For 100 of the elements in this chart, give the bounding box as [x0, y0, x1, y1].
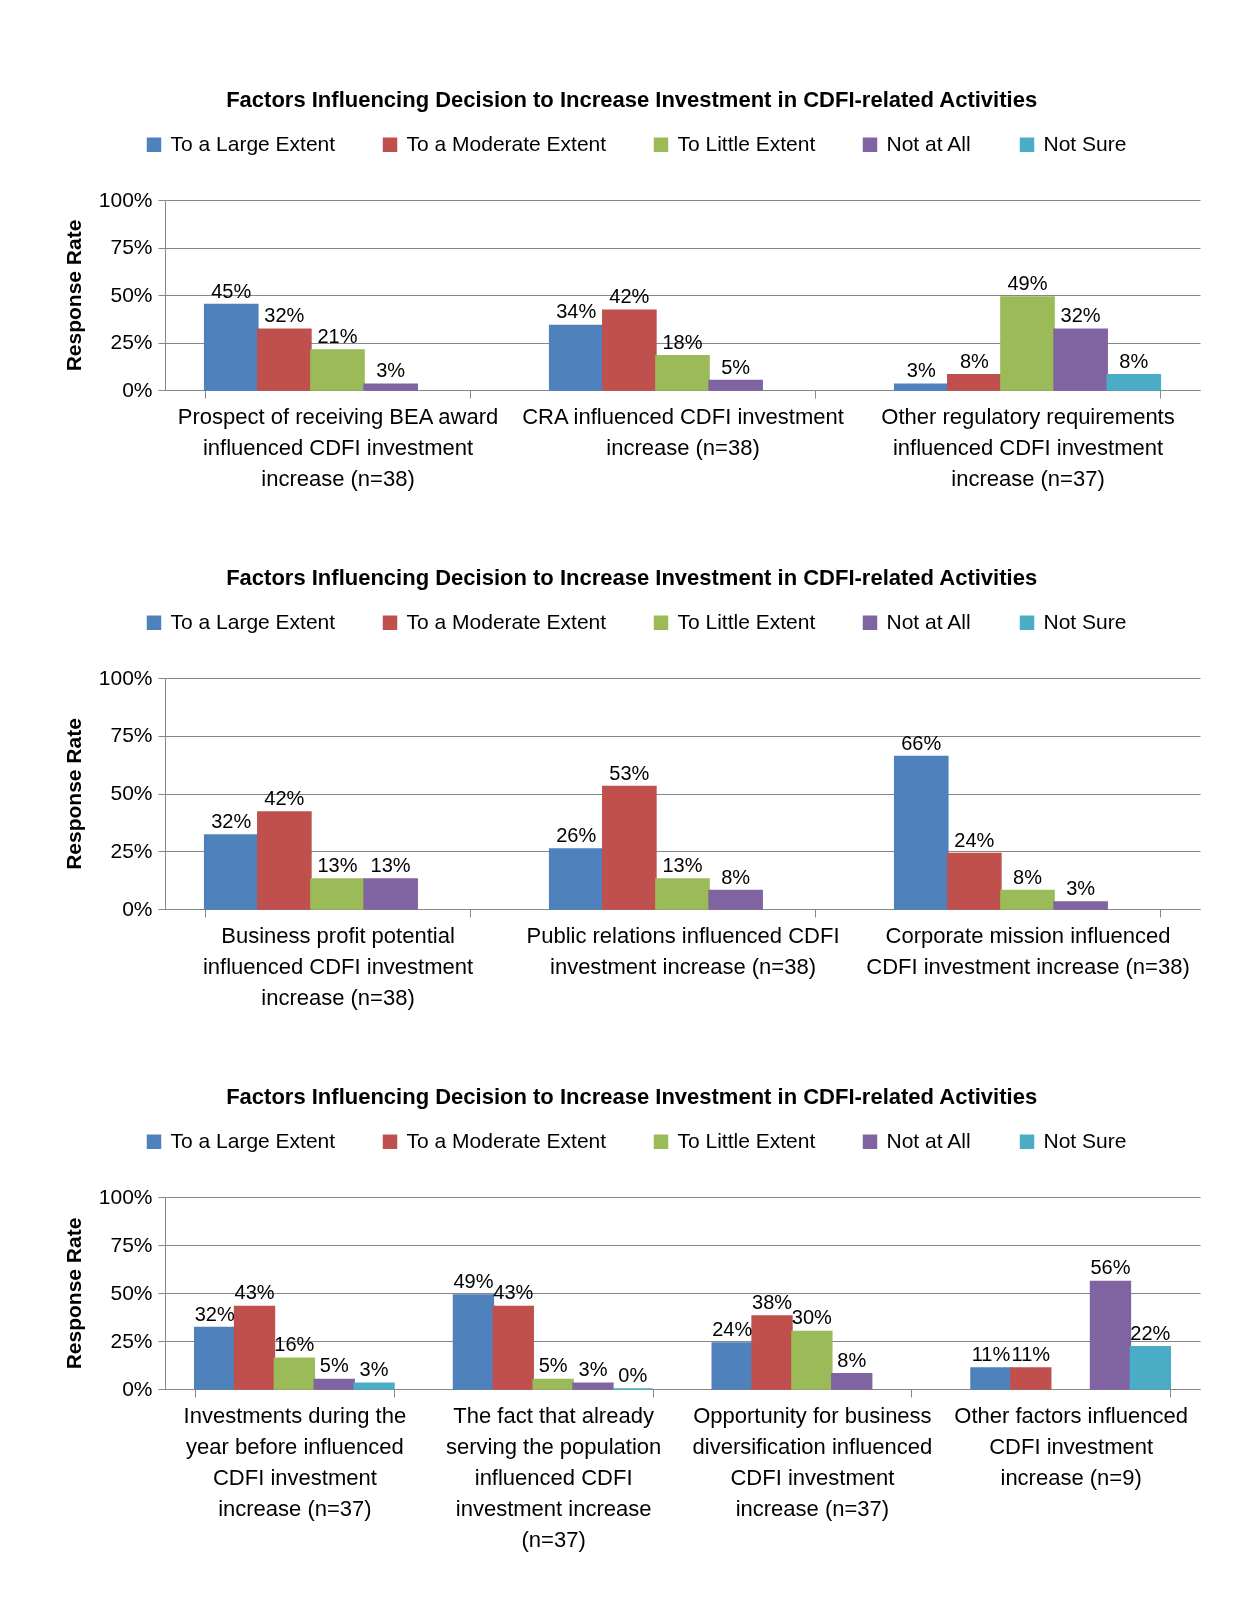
bar [532, 1378, 574, 1390]
bar [1129, 1346, 1171, 1390]
data-label: 42% [609, 285, 650, 308]
data-label: 49% [453, 1269, 494, 1292]
data-label: 30% [791, 1306, 833, 1329]
bar [203, 834, 259, 910]
legend-label: Not Sure [1043, 131, 1127, 155]
bar [203, 303, 259, 391]
y-axis-title: Response Rate [61, 718, 85, 870]
data-label: 3% [1066, 877, 1096, 900]
legend-label: To a Moderate Extent [406, 609, 607, 633]
legend-label: Not Sure [1043, 609, 1127, 633]
data-label: 8% [1119, 349, 1149, 372]
chart-title: Factors Influencing Decision to Increase Investment in CDFI-related Activities [226, 87, 1038, 112]
data-label: 49% [1007, 271, 1048, 294]
y-tick-label: 100% [98, 665, 153, 689]
y-axis-title: Response Rate [61, 1217, 85, 1370]
data-label: 13% [317, 853, 358, 876]
legend-label: Not Sure [1043, 1128, 1127, 1152]
bar [1053, 901, 1108, 910]
bar [751, 1315, 793, 1390]
bar [257, 328, 312, 391]
bar [363, 878, 418, 910]
y-tick-label: 25% [110, 838, 153, 862]
data-label: 24% [712, 1317, 753, 1340]
bar [310, 349, 365, 391]
data-label: 5% [538, 1354, 568, 1377]
x-tick-label: Corporate mission influenced CDFI investment increase (n=38) [866, 922, 1190, 979]
bar [791, 1330, 833, 1390]
data-label: 8% [1013, 865, 1043, 888]
legend-label: Not at All [886, 131, 971, 155]
data-label: 3% [906, 359, 936, 382]
chart-title: Factors Influencing Decision to Increase Investment in CDFI-related Activities [226, 565, 1038, 590]
bar [572, 1382, 614, 1390]
bar [1000, 296, 1055, 391]
bar [1000, 889, 1055, 910]
bar [1106, 374, 1162, 391]
legend-label: To a Moderate Extent [406, 131, 607, 155]
bar [947, 374, 1002, 391]
bar [602, 785, 657, 910]
x-tick-label: Opportunity for business diversification influenced CDFI investment increase (n=37) [692, 1402, 933, 1521]
data-label: 34% [556, 300, 597, 323]
bar [233, 1305, 276, 1390]
x-tick-label: Prospect of receiving BEA award influenced CDFI investment increase (n=38) [177, 403, 499, 491]
data-label: 8% [721, 865, 751, 888]
bar [655, 355, 710, 391]
data-label: 66% [901, 731, 942, 754]
data-label: 3% [359, 1358, 389, 1381]
x-tick-label: The fact that already serving the population influenced CDFI investment increase (n=37) [445, 1402, 662, 1552]
bar [655, 878, 710, 910]
data-label: 0% [618, 1364, 648, 1386]
y-tick-label: 50% [110, 282, 153, 306]
bar [947, 852, 1002, 910]
data-label: 8% [959, 349, 990, 372]
data-label: 53% [609, 761, 650, 784]
data-label: 45% [211, 279, 252, 302]
legend-label: Not at All [886, 609, 971, 633]
data-label: 13% [370, 853, 411, 876]
data-label: 13% [662, 853, 703, 876]
bar [708, 379, 763, 391]
bar [711, 1342, 753, 1390]
legend-label: To a Large Extent [170, 609, 336, 633]
bar [194, 1326, 236, 1390]
data-label: 11% [971, 1342, 1011, 1365]
data-label: 5% [319, 1354, 349, 1377]
data-label: 26% [556, 823, 597, 846]
y-tick-label: 75% [110, 1232, 153, 1256]
x-tick-label: Public relations influenced CDFI investment increase (n=38) [526, 922, 840, 979]
bar [548, 324, 604, 391]
data-label: 3% [578, 1358, 608, 1381]
legend-label: Not at All [886, 1128, 971, 1152]
data-label: 32% [264, 304, 305, 327]
y-tick-label: 0% [122, 896, 153, 920]
bar [1010, 1367, 1052, 1390]
bar [257, 811, 312, 910]
bar [708, 889, 763, 910]
data-label: 42% [264, 786, 305, 809]
data-label: 3% [376, 359, 406, 382]
data-label: 5% [721, 355, 751, 378]
x-tick-label: Investments during the year before influenced CDFI investment increase (n=37) [183, 1402, 407, 1521]
bar [492, 1305, 534, 1390]
y-tick-label: 0% [122, 1376, 153, 1400]
bar [310, 878, 365, 910]
x-tick-label: Other regulatory requirements influenced CDFI investment increase (n=37) [881, 403, 1175, 491]
y-tick-label: 75% [110, 235, 153, 258]
data-label: 32% [194, 1302, 235, 1325]
bar [1053, 328, 1108, 391]
legend-label: To a Large Extent [170, 131, 336, 155]
bar [313, 1378, 355, 1390]
bar [893, 755, 949, 910]
data-label: 43% [493, 1281, 534, 1304]
bar [831, 1372, 873, 1390]
bar [602, 309, 657, 391]
y-tick-label: 75% [110, 723, 153, 747]
bar [353, 1382, 395, 1390]
data-label: 8% [837, 1348, 867, 1371]
x-tick-label: CRA influenced CDFI investment increase (n=38) [522, 403, 844, 460]
x-tick-label: Business profit potential influenced CDFI investment increase (n=38) [202, 922, 474, 1010]
chart-title: Factors Influencing Decision to Increase Investment in CDFI-related Activities [226, 1084, 1038, 1109]
legend-label: To a Large Extent [170, 1128, 336, 1152]
